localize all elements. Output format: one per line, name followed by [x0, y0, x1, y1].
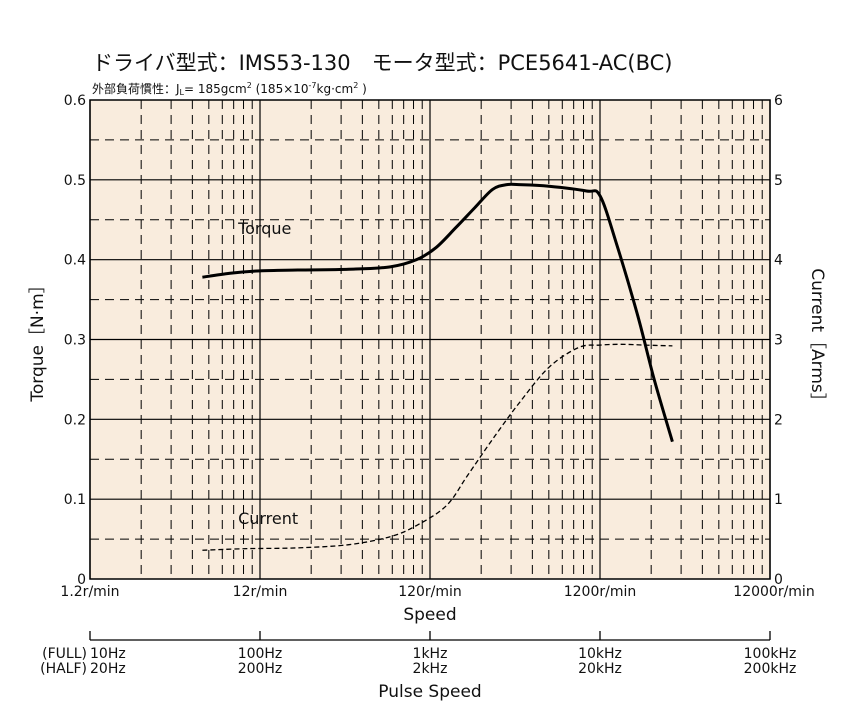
y-tick-label: 0.4 — [64, 253, 86, 269]
series-line-current — [202, 343, 673, 551]
x-tick-label: 1200r/min — [564, 584, 637, 600]
y2-tick-label: 4 — [774, 253, 783, 269]
y2-tick-label: 5 — [774, 173, 783, 189]
chart-title: ドライバ型式：IMS53-130 モータ型式：PCE5641-AC(BC) — [92, 51, 673, 75]
y2-tick-label: 2 — [774, 412, 783, 428]
y-axis-label: Torque［N·m］ — [28, 276, 48, 402]
y-tick-label: 0.2 — [64, 412, 86, 428]
y-tick-label: 0.5 — [64, 173, 86, 189]
y2-tick-label: 3 — [774, 333, 783, 349]
x-axis-label: Speed — [403, 605, 456, 625]
y-tick-label: 0 — [77, 572, 86, 588]
pulse-tick-full: 100kHz — [744, 646, 797, 662]
tick-labels: 0 0.1 0.2 0.3 0.4 0.5 0.6 0 1 2 3 4 5 6 1.2r/min 12r/mi… — [60, 93, 814, 600]
chart-subtitle: 外部負荷慣性：JL= 185gcm2 (185×10-7kg·cm2 ) — [92, 81, 367, 97]
pulse-tick-half: 20Hz — [90, 661, 126, 677]
x-tick-label: 1.2r/min — [60, 584, 119, 600]
pulse-tick-half: 200Hz — [238, 661, 283, 677]
series-line-torque — [202, 182, 674, 443]
y2-axis-label: Current［Arms］ — [807, 268, 827, 410]
pulse-row-label-half: (HALF) — [40, 661, 87, 677]
annotation-torque: Torque — [237, 219, 291, 238]
plot-frame — [89, 99, 771, 580]
pulse-row-label-full: (FULL) — [42, 646, 87, 662]
pulse-tick-full: 10Hz — [90, 646, 126, 662]
x-tick-label: 12r/min — [233, 584, 288, 600]
pulse-tick-full: 1kHz — [413, 646, 448, 662]
annotation-current: Current — [238, 509, 298, 528]
plot-area: Torque Current — [89, 99, 771, 580]
y-tick-label: 0.3 — [64, 333, 86, 349]
y2-tick-label: 0 — [774, 572, 783, 588]
y-tick-label: 0.6 — [64, 93, 86, 109]
pulse-tick-full: 100Hz — [238, 646, 283, 662]
pulse-axis-label: Pulse Speed — [378, 682, 481, 702]
pulse-tick-full: 10kHz — [578, 646, 622, 662]
x-tick-label: 12000r/min — [733, 584, 814, 600]
y-tick-label: 0.1 — [64, 492, 86, 508]
pulse-tick-half: 20kHz — [578, 661, 622, 677]
series-layer: Torque Current — [202, 182, 674, 551]
y2-tick-label: 6 — [774, 93, 783, 109]
y2-tick-label: 1 — [774, 492, 783, 508]
pulse-tick-half: 2kHz — [413, 661, 448, 677]
x-tick-label: 120r/min — [398, 584, 462, 600]
pulse-tick-half: 200kHz — [744, 661, 797, 677]
